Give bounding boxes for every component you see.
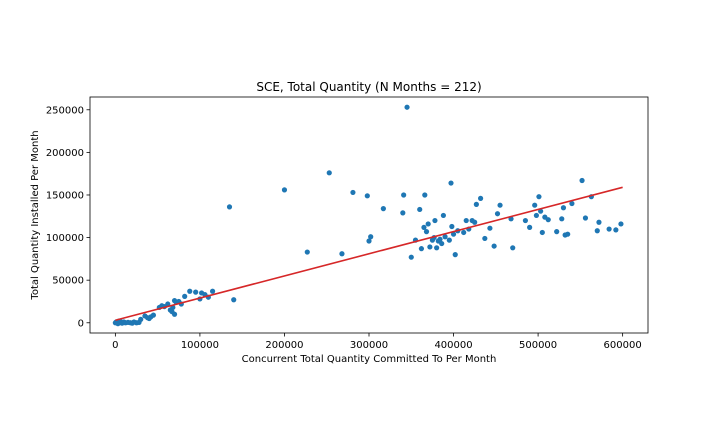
data-point: [408, 254, 414, 260]
data-point: [533, 212, 540, 219]
data-point: [380, 206, 386, 212]
data-point: [425, 221, 431, 227]
data-point: [226, 204, 233, 210]
data-point: [417, 206, 423, 213]
data-point: [304, 249, 310, 255]
data-point: [326, 170, 332, 176]
data-point: [463, 217, 469, 224]
data-point: [423, 229, 430, 235]
data-point: [400, 210, 406, 216]
data-point: [434, 245, 440, 251]
data-point: [421, 224, 427, 230]
data-point: [478, 195, 484, 201]
y-tick-label: 100000: [46, 233, 84, 244]
x-tick-label: 200000: [265, 340, 303, 351]
x-axis-ticks: 0 100000 200000 300000 400000 500000 600000: [112, 333, 642, 351]
data-point: [231, 297, 237, 303]
data-point: [448, 180, 454, 186]
data-point: [565, 231, 571, 237]
data-point: [545, 217, 551, 223]
data-point: [187, 288, 193, 294]
data-point: [494, 211, 501, 217]
trendline: [115, 186, 623, 321]
data-point: [449, 223, 455, 230]
data-point: [427, 244, 433, 250]
y-tick-label: 200000: [46, 148, 84, 159]
y-axis-title: Total Quantity Installed Per Month: [30, 130, 41, 300]
data-point: [579, 177, 585, 184]
x-tick-label: 600000: [604, 340, 642, 351]
data-point: [491, 243, 497, 249]
data-point: [510, 245, 516, 251]
data-point: [536, 194, 542, 200]
data-point: [539, 229, 545, 236]
data-point: [442, 234, 448, 240]
data-point: [366, 238, 372, 244]
data-point: [439, 240, 445, 247]
data-point: [522, 217, 529, 224]
data-point: [482, 235, 488, 242]
data-point: [432, 217, 438, 224]
data-point: [560, 205, 567, 211]
x-tick-label: 300000: [350, 340, 388, 351]
data-point: [559, 216, 565, 222]
data-point: [339, 251, 345, 257]
data-point: [613, 227, 619, 233]
trendline-group: [115, 186, 623, 321]
x-tick-label: 500000: [519, 340, 557, 351]
data-point: [150, 312, 157, 318]
data-point: [569, 200, 575, 207]
data-points: [112, 104, 624, 327]
data-point: [281, 187, 288, 193]
data-point: [368, 234, 374, 240]
data-point: [401, 192, 407, 198]
data-point: [461, 229, 467, 236]
data-point: [618, 221, 624, 227]
x-tick-label: 0: [112, 340, 118, 351]
data-point: [497, 202, 503, 208]
data-point: [473, 201, 479, 207]
data-point: [209, 288, 216, 294]
y-tick-label: 50000: [52, 276, 84, 287]
data-point: [437, 236, 443, 242]
x-axis-title: Concurrent Total Quantity Committed To P…: [242, 354, 497, 365]
y-tick-label: 150000: [46, 190, 84, 201]
data-point: [182, 293, 188, 299]
data-point: [418, 246, 425, 252]
data-point: [364, 193, 370, 199]
data-point: [138, 316, 144, 322]
x-tick-label: 400000: [434, 340, 472, 351]
y-tick-label: 0: [78, 318, 84, 329]
data-point: [594, 228, 600, 234]
data-point: [440, 212, 446, 219]
data-point: [171, 311, 178, 317]
x-tick-label: 100000: [181, 340, 219, 351]
data-point: [446, 237, 452, 243]
data-point: [582, 215, 589, 221]
data-point: [452, 252, 458, 258]
data-point: [532, 202, 538, 208]
y-axis-ticks: 0 50000 100000 150000 200000 250000: [46, 105, 90, 329]
data-point: [554, 229, 560, 235]
data-point: [527, 224, 533, 230]
data-point: [350, 189, 356, 196]
chart-title: SCE, Total Quantity (N Months = 212): [256, 80, 481, 94]
data-point: [472, 219, 478, 225]
data-point: [450, 231, 457, 237]
y-tick-label: 250000: [46, 105, 84, 116]
data-point: [404, 104, 410, 110]
plot-frame: [89, 96, 649, 334]
data-point: [422, 192, 428, 198]
data-point: [193, 289, 199, 295]
data-point: [487, 225, 493, 231]
data-point: [606, 226, 612, 232]
data-point: [596, 219, 602, 225]
